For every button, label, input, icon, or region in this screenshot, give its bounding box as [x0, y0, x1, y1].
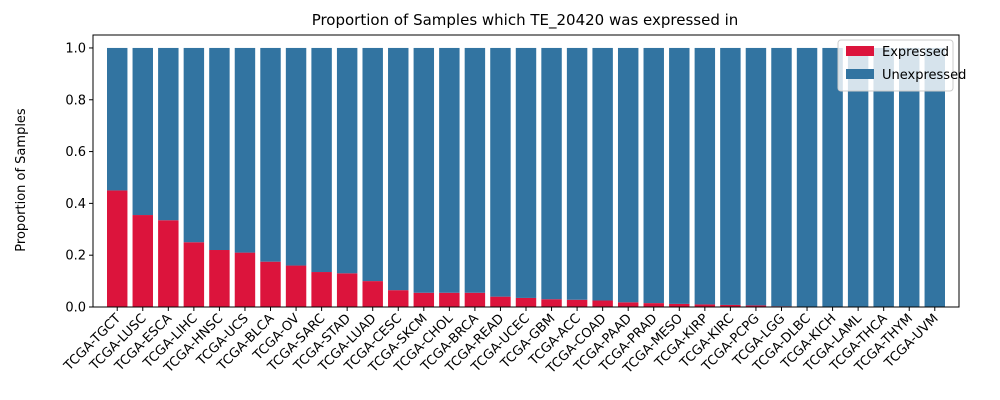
- bar-expressed-tcga-sarc: [311, 272, 332, 307]
- bar-unexpressed-tcga-stad: [336, 47, 358, 274]
- legend-swatch-expressed: [846, 46, 874, 56]
- bar-unexpressed-tcga-uvm: [924, 47, 945, 307]
- bar-unexpressed-tcga-meso: [669, 47, 690, 304]
- bar-expressed-tcga-prad: [643, 303, 664, 307]
- y-axis-label: Proportion of Samples: [14, 108, 29, 252]
- bar-unexpressed-tcga-prad: [643, 47, 664, 304]
- bar-expressed-tcga-stad: [336, 273, 358, 307]
- bar-unexpressed-tcga-sarc: [311, 47, 332, 273]
- bars-group: [107, 47, 945, 307]
- legend-swatch-unexpressed: [846, 69, 874, 79]
- bar-expressed-tcga-esca: [158, 220, 179, 307]
- bar-expressed-tcga-gbm: [541, 299, 562, 307]
- bar-unexpressed-tcga-read: [490, 47, 511, 297]
- bar-expressed-tcga-luad: [362, 281, 383, 307]
- bar-expressed-tcga-hnsc: [209, 250, 230, 307]
- bar-unexpressed-tcga-kirc: [720, 47, 741, 305]
- bar-expressed-tcga-tgct: [107, 190, 128, 307]
- bar-expressed-tcga-ucec: [515, 297, 537, 307]
- y-tick-label: 0.4: [65, 197, 86, 212]
- legend-label-unexpressed: Unexpressed: [882, 68, 966, 83]
- legend-label-expressed: Expressed: [882, 45, 949, 60]
- y-tick-label: 0.2: [65, 249, 86, 264]
- bar-unexpressed-tcga-cesc: [388, 47, 409, 291]
- y-tick-label: 0.6: [65, 145, 86, 160]
- legend: Expressed Unexpressed: [837, 39, 966, 92]
- bar-unexpressed-tcga-coad: [592, 47, 613, 301]
- bar-expressed-tcga-coad: [592, 300, 613, 307]
- y-tick-label: 1.0: [65, 41, 86, 56]
- bar-expressed-tcga-cesc: [388, 290, 409, 307]
- bar-expressed-tcga-blca: [260, 261, 281, 307]
- bar-unexpressed-tcga-brca: [464, 47, 486, 293]
- bar-unexpressed-tcga-kich: [822, 47, 843, 307]
- bar-expressed-tcga-ucs: [234, 252, 256, 307]
- bar-unexpressed-tcga-kirp: [694, 47, 716, 305]
- bar-expressed-tcga-meso: [669, 303, 690, 307]
- bar-unexpressed-tcga-skcm: [413, 47, 435, 293]
- bar-expressed-tcga-skcm: [413, 292, 435, 307]
- bar-expressed-tcga-read: [490, 296, 511, 307]
- bar-unexpressed-tcga-lgg: [771, 47, 792, 307]
- plot-frame: [92, 34, 960, 308]
- bar-unexpressed-tcga-blca: [260, 47, 281, 262]
- bar-unexpressed-tcga-thca: [873, 47, 894, 307]
- y-tick-label: 0.8: [65, 93, 86, 108]
- x-axis: TCGA-TGCTTCGA-LUSCTCGA-ESCATCGA-LIHCTCGA…: [61, 307, 942, 377]
- bar-expressed-tcga-kirp: [694, 304, 716, 307]
- y-axis: 0.0 0.2 0.4 0.6 0.8 1.0: [65, 41, 93, 316]
- bar-expressed-tcga-kirc: [720, 304, 741, 307]
- bar-unexpressed-tcga-tgct: [107, 47, 128, 191]
- bar-unexpressed-tcga-chol: [439, 47, 460, 293]
- bar-unexpressed-tcga-ucs: [234, 47, 256, 253]
- bar-unexpressed-tcga-lusc: [132, 47, 153, 216]
- bar-unexpressed-tcga-acc: [566, 47, 588, 300]
- bar-expressed-tcga-acc: [566, 299, 588, 307]
- bar-unexpressed-tcga-ucec: [515, 47, 537, 298]
- bar-unexpressed-tcga-dlbc: [796, 47, 818, 307]
- bar-expressed-tcga-brca: [464, 292, 486, 307]
- bar-expressed-tcga-paad: [617, 302, 639, 307]
- bar-unexpressed-tcga-luad: [362, 47, 383, 282]
- bar-expressed-tcga-lihc: [183, 242, 205, 307]
- bar-unexpressed-tcga-pcpg: [745, 47, 767, 306]
- y-tick-label: 0.0: [65, 301, 86, 316]
- bar-unexpressed-tcga-ov: [285, 47, 307, 266]
- bar-unexpressed-tcga-laml: [847, 47, 869, 307]
- bar-unexpressed-tcga-paad: [617, 47, 639, 303]
- bar-expressed-tcga-pcpg: [745, 305, 767, 307]
- bar-unexpressed-tcga-lihc: [183, 47, 205, 243]
- bar-unexpressed-tcga-gbm: [541, 47, 562, 300]
- bar-unexpressed-tcga-hnsc: [209, 47, 230, 251]
- bar-expressed-tcga-chol: [439, 292, 460, 307]
- bar-expressed-tcga-lusc: [132, 215, 153, 307]
- bar-expressed-tcga-ov: [285, 265, 307, 307]
- chart-title: Proportion of Samples which TE_20420 was…: [312, 11, 739, 30]
- bar-unexpressed-tcga-thym: [899, 47, 920, 307]
- bar-unexpressed-tcga-esca: [158, 47, 179, 221]
